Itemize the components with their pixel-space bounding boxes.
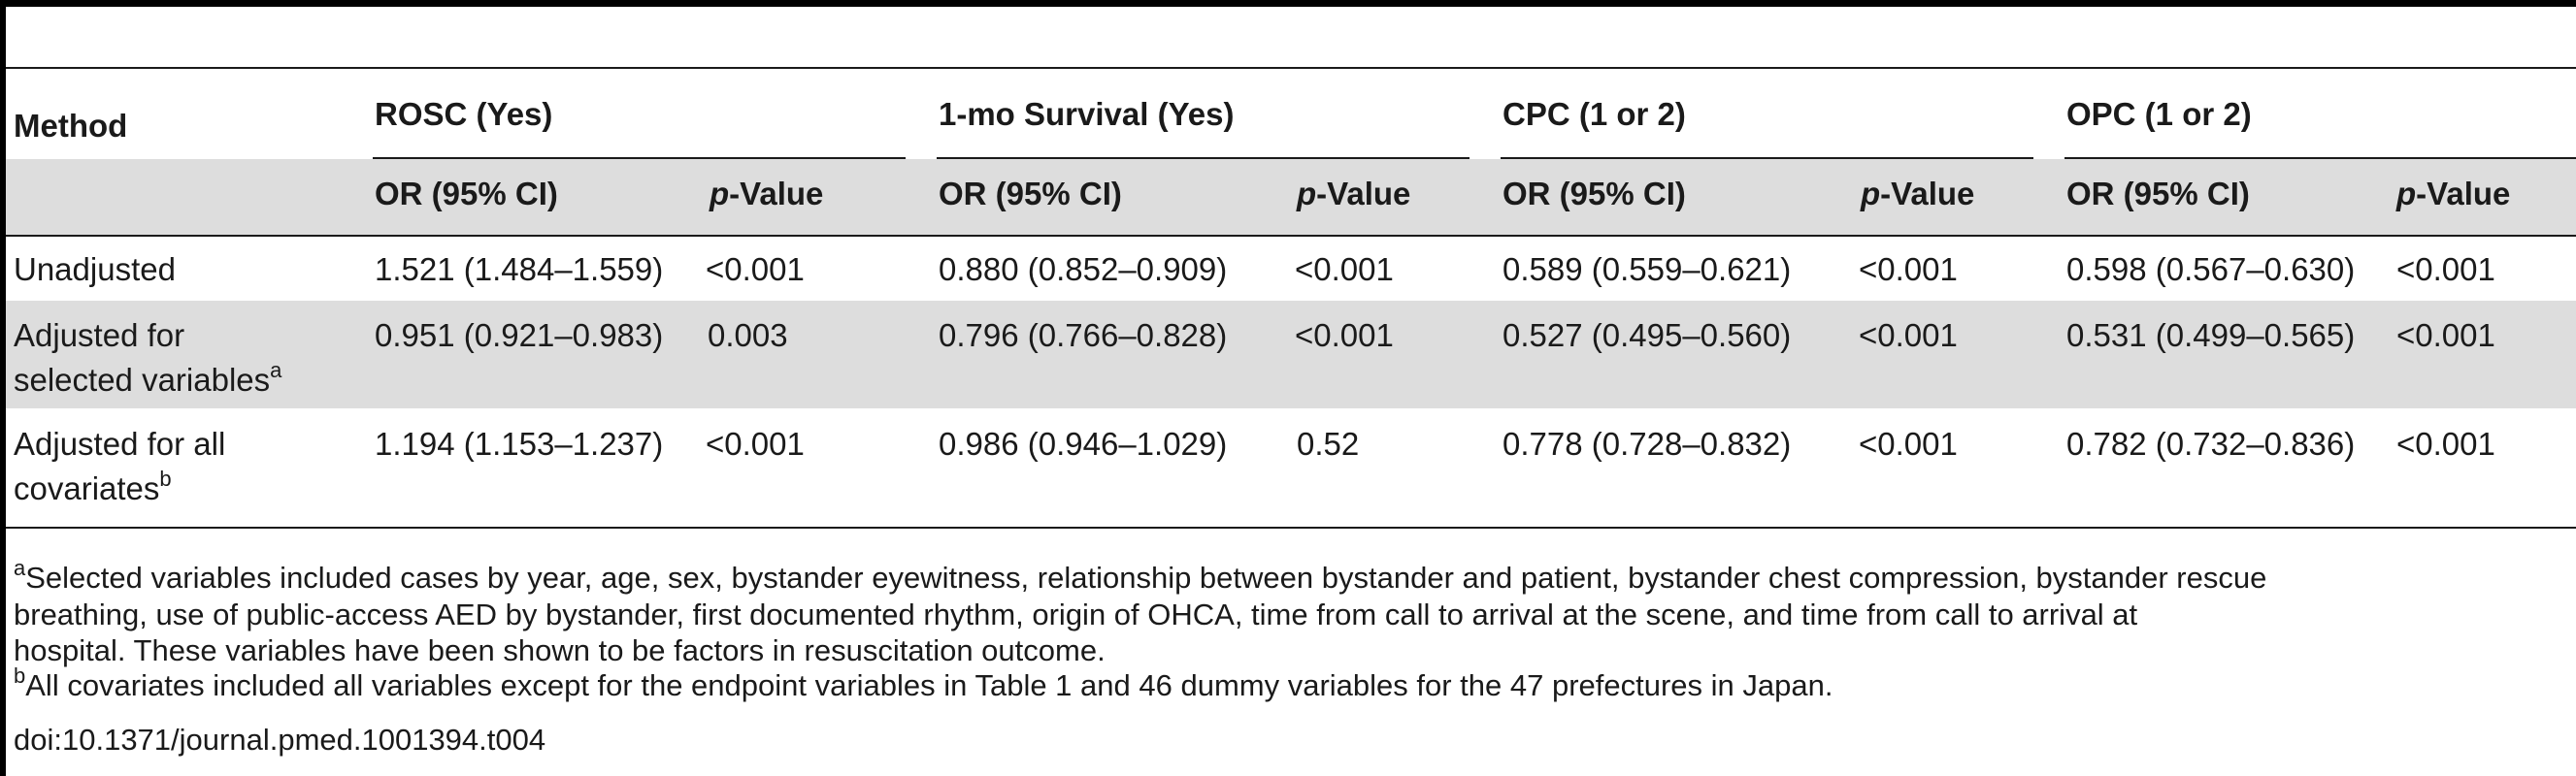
- row-3-rosc-p: <0.001: [706, 426, 805, 462]
- row-1-rosc-p: <0.001: [706, 251, 805, 287]
- row-2-rosc-or: 0.951 (0.921–0.983): [375, 317, 664, 353]
- method-header: Method: [14, 108, 128, 144]
- row-2-footnote-mark: a: [270, 358, 282, 382]
- row-1-survival-p: <0.001: [1295, 251, 1394, 287]
- row-1-survival-or: 0.880 (0.852–0.909): [939, 251, 1228, 287]
- subheader-shade: [6, 159, 2576, 236]
- row-3-survival-or: 0.986 (0.946–1.029): [939, 426, 1228, 462]
- row-3-method-line1: Adjusted for all: [14, 426, 226, 462]
- row-3-cpc-or: 0.778 (0.728–0.832): [1503, 426, 1792, 462]
- row-3-opc-p: <0.001: [2396, 426, 2495, 462]
- row-1-opc-p: <0.001: [2396, 251, 2495, 287]
- cpc-header: CPC (1 or 2): [1503, 96, 1686, 132]
- footnote-a-line3: hospital. These variables have been show…: [14, 633, 1106, 667]
- rosc-p-header: p-Value: [710, 176, 824, 211]
- opc-header: OPC (1 or 2): [2066, 96, 2252, 132]
- rosc-header: ROSC (Yes): [375, 96, 553, 132]
- row-2-survival-or: 0.796 (0.766–0.828): [939, 317, 1228, 353]
- row-1-rosc-or: 1.521 (1.484–1.559): [375, 251, 664, 287]
- top-border: [0, 0, 2576, 7]
- table-bottom-rule: [6, 527, 2576, 529]
- row-2-opc-or: 0.531 (0.499–0.565): [2066, 317, 2356, 353]
- row-2-opc-p: <0.001: [2396, 317, 2495, 353]
- row-3-rosc-or: 1.194 (1.153–1.237): [375, 426, 664, 462]
- footnote-a-line2: breathing, use of public-access AED by b…: [14, 598, 2138, 631]
- subheader-bottom-rule: [6, 235, 2576, 237]
- cpc-or-header: OR (95% CI): [1503, 176, 1686, 211]
- row-shade: [6, 301, 2576, 408]
- row-1-cpc-or: 0.589 (0.559–0.621): [1503, 251, 1792, 287]
- row-1-cpc-p: <0.001: [1859, 251, 1958, 287]
- row-3-method-line2: covariatesb: [14, 467, 172, 507]
- opc-p-header: p-Value: [2396, 176, 2511, 211]
- row-2-method-line2: selected variablesa: [14, 358, 282, 399]
- left-border: [0, 0, 6, 776]
- row-3-cpc-p: <0.001: [1859, 426, 1958, 462]
- row-2-cpc-or: 0.527 (0.495–0.560): [1503, 317, 1792, 353]
- row-2-cpc-p: <0.001: [1859, 317, 1958, 353]
- row-3-survival-p: 0.52: [1297, 426, 1360, 462]
- survival-group-rule: [937, 157, 1470, 159]
- row-2-survival-p: <0.001: [1295, 317, 1394, 353]
- survival-p-header: p-Value: [1297, 176, 1411, 211]
- footnote-b: bAll covariates included all variables e…: [14, 663, 1833, 702]
- doi-line: doi:10.1371/journal.pmed.1001394.t004: [14, 723, 546, 757]
- row-3-footnote-mark: b: [159, 467, 172, 491]
- rosc-or-header: OR (95% CI): [375, 176, 558, 211]
- row-2-rosc-p: 0.003: [708, 317, 788, 353]
- row-1-opc-or: 0.598 (0.567–0.630): [2066, 251, 2356, 287]
- cpc-p-header: p-Value: [1861, 176, 1975, 211]
- row-2-method-line1: Adjusted for: [14, 317, 185, 353]
- row-1-method: Unadjusted: [14, 251, 176, 287]
- row-3-opc-or: 0.782 (0.732–0.836): [2066, 426, 2356, 462]
- opc-group-rule: [2064, 157, 2576, 159]
- survival-header: 1-mo Survival (Yes): [939, 96, 1235, 132]
- table-top-rule: [6, 67, 2576, 69]
- rosc-group-rule: [373, 157, 906, 159]
- survival-or-header: OR (95% CI): [939, 176, 1122, 211]
- cpc-group-rule: [1501, 157, 2033, 159]
- footnote-a-line1: aSelected variables included cases by ye…: [14, 555, 2267, 595]
- opc-or-header: OR (95% CI): [2066, 176, 2250, 211]
